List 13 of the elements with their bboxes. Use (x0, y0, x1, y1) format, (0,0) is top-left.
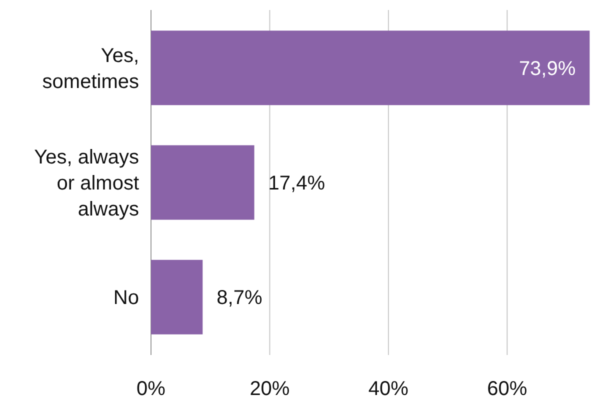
data-label: 17,4% (268, 172, 326, 194)
x-tick-label: 0% (136, 378, 166, 400)
bar (151, 145, 254, 220)
x-tick-label: 60% (487, 378, 528, 400)
data-label: 73,9% (518, 58, 576, 80)
x-tick-label: 40% (368, 378, 409, 400)
bar (151, 30, 590, 106)
y-tick-label: Yes, sometimes (42, 44, 139, 93)
y-tick-label: No (113, 287, 139, 310)
bar (151, 260, 203, 334)
y-tick-label: Yes, always or almost always (34, 146, 140, 220)
x-tick-label: 20% (250, 378, 290, 400)
data-label: 8,7% (216, 287, 262, 310)
